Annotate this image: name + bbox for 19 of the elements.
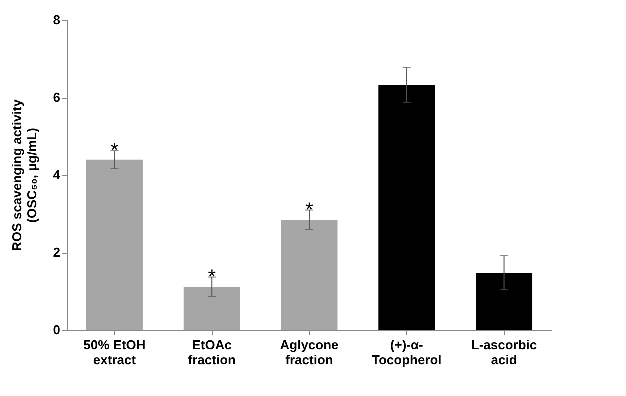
annotation: * [110, 140, 119, 162]
bar [378, 85, 436, 330]
y-tick-label: 8 [53, 12, 60, 28]
x-tick-label: 50% EtOH extract [84, 338, 146, 368]
x-tick-label: Aglycone fraction [280, 338, 339, 368]
x-tick-label: EtOAc fraction [188, 338, 236, 368]
y-axis-title: ROS scavenging activity (OSC₅₀, μg/mL) [9, 98, 40, 252]
y-tick-label: 2 [53, 245, 60, 260]
x-tick-label: (+)-α- Tocopherol [372, 338, 442, 368]
annotation: * [306, 199, 314, 222]
y-tick-label: 0 [53, 322, 60, 338]
bar [281, 220, 338, 330]
y-tick-label: 4 [53, 168, 62, 182]
bar [476, 273, 533, 330]
bar [86, 160, 143, 330]
annotation: * [208, 266, 216, 288]
y-tick-label: 6 [53, 90, 60, 105]
bar [184, 286, 240, 330]
x-tick-label: L-ascorbic acid [471, 338, 538, 368]
